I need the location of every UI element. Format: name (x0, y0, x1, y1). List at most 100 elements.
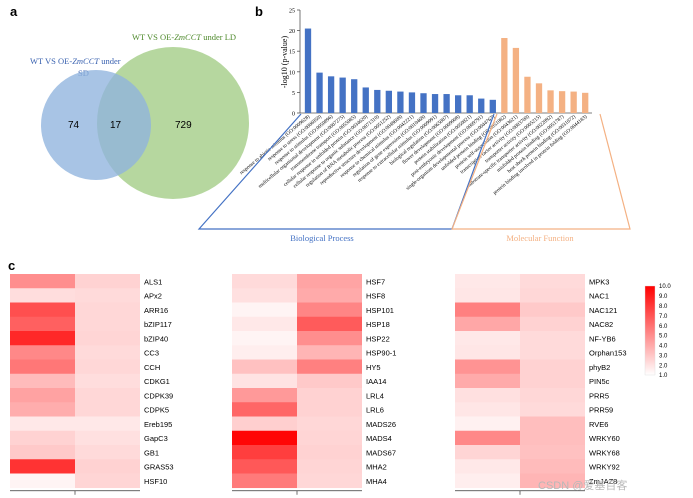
gene-label: NF-YB6 (589, 334, 616, 343)
venn-left-title: WT VS OE-ZmCCT under (30, 56, 121, 66)
heatmap-cell-wt (10, 445, 75, 460)
column-label-oe: OE-ZmCCT (534, 497, 571, 498)
molecular-function-bracket-line (451, 113, 631, 230)
heatmap-cell-wt (455, 316, 520, 332)
biological-process-bracket-line (197, 113, 495, 230)
heatmap-cell-oe (75, 331, 140, 346)
gene-label: MHA2 (366, 463, 387, 472)
panel-label-c: c (8, 258, 15, 273)
heatmap-cell-wt (10, 359, 75, 375)
bar-19 (512, 47, 520, 113)
venn-circle-left (41, 70, 151, 180)
heatmap-cell-wt (455, 274, 520, 289)
heatmap-cell-oe (520, 459, 585, 474)
gene-label: GRAS53 (144, 463, 174, 472)
heatmap-cell-wt (232, 416, 297, 432)
heatmap-cell-wt (10, 430, 75, 446)
bar-15 (466, 95, 473, 113)
bar-25 (582, 92, 589, 113)
column-label-wt: WT (482, 497, 494, 498)
heatmap-cell-wt (232, 288, 297, 303)
gene-label: PIN5c (589, 377, 610, 386)
heatmap-cell-oe (520, 359, 585, 375)
heatmap-cell-oe (520, 445, 585, 460)
heatmap-cell-wt (455, 359, 520, 375)
colorbar-tick-label: 3.0 (659, 353, 668, 359)
gene-label: HSF10 (144, 477, 167, 486)
bar-11 (420, 93, 427, 113)
gene-label: GB1 (144, 448, 159, 457)
gene-label: Orphan153 (589, 349, 627, 358)
bar-10 (408, 92, 416, 113)
colorbar-tick-label: 6.0 (659, 324, 668, 330)
venn-count-left: 74 (68, 120, 80, 131)
y-axis-label: -log10 (p-value) (280, 36, 289, 89)
gene-label: IAA14 (366, 377, 386, 386)
heatmap-cell-oe (75, 359, 140, 375)
heatmap-cell-wt (232, 331, 297, 346)
bar-12 (431, 94, 439, 113)
heatmap-cell-oe (75, 416, 140, 432)
heatmap-cell-wt (10, 274, 75, 289)
heatmap-cell-oe (520, 402, 585, 417)
heatmap-cell-oe (297, 388, 362, 403)
colorbar-tick-label: 9.0 (659, 294, 668, 300)
heatmap-cell-wt (232, 445, 297, 460)
gene-label: PRR5 (589, 391, 609, 400)
heatmap-cell-oe (297, 359, 362, 375)
bar-24 (570, 91, 577, 113)
heatmap-cell-wt (232, 345, 297, 360)
column-label-wt: WT (259, 497, 271, 498)
heatmap-cell-oe (297, 402, 362, 417)
heatmap-cell-wt (232, 459, 297, 474)
venn-count-overlap: 17 (110, 120, 122, 131)
heatmap-cell-oe (520, 316, 585, 332)
heatmap-cell-oe (297, 459, 362, 474)
heatmap-cell-wt (455, 430, 520, 446)
bar-20 (524, 76, 531, 113)
heatmap-cell-oe (75, 345, 140, 360)
column-label-wt: WT (37, 497, 49, 498)
heatmap-cell-oe (75, 274, 140, 289)
gene-label: phyB2 (589, 363, 610, 372)
colorbar-gradient (644, 285, 656, 376)
colorbar-tick-label: 8.0 (659, 304, 668, 310)
gene-label: RVE6 (589, 420, 608, 429)
gene-label: LRL6 (366, 406, 384, 415)
heatmap-cell-oe (297, 316, 362, 332)
gene-label: NAC1 (589, 292, 609, 301)
y-tick-label: 0 (292, 112, 295, 118)
gene-label: NAC82 (589, 320, 613, 329)
heatmap-cell-oe (520, 288, 585, 303)
venn-count-right: 729 (175, 120, 192, 131)
heatmap-cell-oe (297, 430, 362, 446)
heatmap-cell-wt (10, 373, 75, 389)
venn-right-title: WT VS OE-ZmCCT under LD (132, 32, 236, 42)
gene-label: HSP22 (366, 334, 390, 343)
heatmap-cell-oe (520, 345, 585, 360)
colorbar-tick-label: 7.0 (659, 314, 668, 320)
gene-label: APx2 (144, 292, 162, 301)
panel-label-b: b (255, 4, 263, 19)
heatmap-cell-wt (10, 345, 75, 360)
y-tick-label: 20 (289, 29, 295, 35)
heatmap-cell-oe (75, 430, 140, 446)
gene-label: CDPK39 (144, 391, 173, 400)
gene-label: HSF7 (366, 277, 385, 286)
heatmap-cell-wt (10, 416, 75, 432)
heatmap-cell-wt (10, 316, 75, 332)
heatmap-cell-wt (455, 302, 520, 318)
heatmap-cell-wt (455, 373, 520, 389)
bar-23 (558, 91, 566, 113)
heatmap-cell-oe (75, 473, 140, 489)
bar-1 (304, 28, 312, 113)
gene-label: HSP18 (366, 320, 390, 329)
heatmap-cell-oe (297, 473, 362, 489)
heatmap-cell-oe (75, 302, 140, 318)
bar-13 (443, 94, 450, 113)
heatmap-cell-oe (297, 345, 362, 360)
gene-label: CC3 (144, 349, 159, 358)
bar-6 (362, 87, 369, 113)
heatmap-cell-wt (455, 445, 520, 460)
